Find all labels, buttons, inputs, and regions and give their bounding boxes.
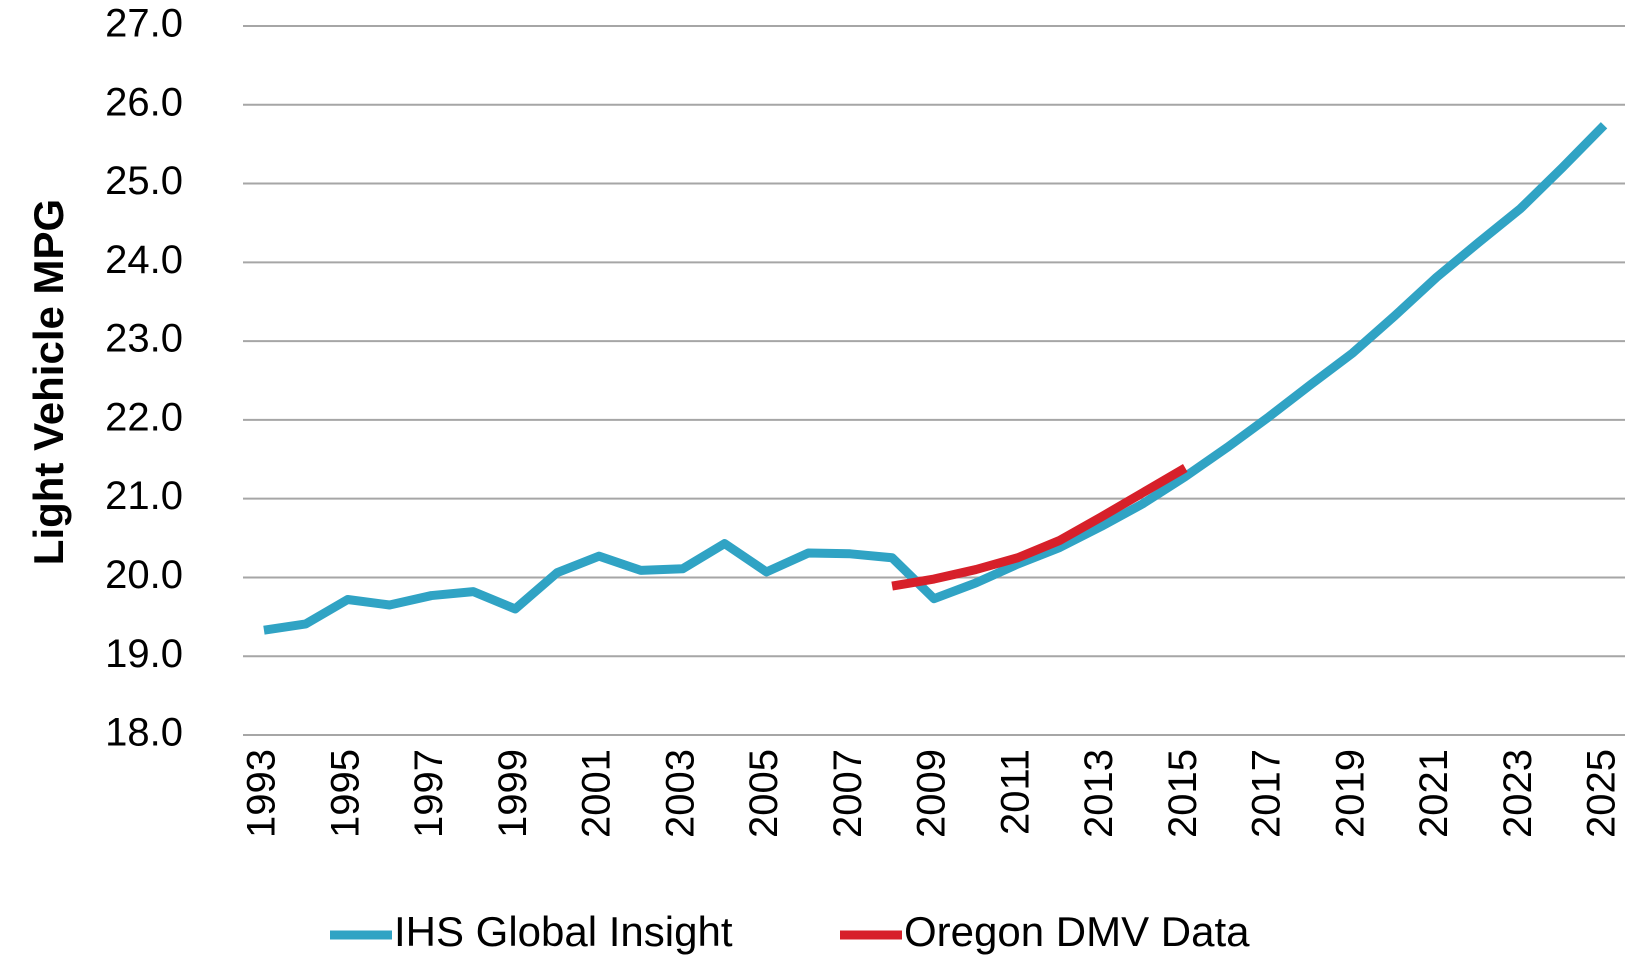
x-tick-label: 2015 [1161, 749, 1205, 838]
x-tick-label: 1999 [491, 749, 535, 838]
y-tick-label: 19.0 [105, 632, 183, 676]
x-tick-label: 2025 [1580, 749, 1624, 838]
x-tick-label: 2019 [1328, 749, 1372, 838]
x-tick-label: 2009 [910, 749, 954, 838]
legend-label: Oregon DMV Data [904, 908, 1250, 955]
y-tick-label: 24.0 [105, 238, 183, 282]
series-line [891, 464, 1188, 591]
x-tick-label: 2017 [1245, 749, 1289, 838]
x-tick-label: 2023 [1496, 749, 1540, 838]
x-tick-label: 1995 [323, 749, 367, 838]
y-axis-label: Light Vehicle MPG [25, 199, 72, 565]
y-tick-label: 25.0 [105, 159, 183, 203]
x-tick-label: 2013 [1077, 749, 1121, 838]
y-tick-label: 22.0 [105, 395, 183, 439]
x-tick-label: 1993 [240, 749, 284, 838]
x-tick-label: 2005 [742, 749, 786, 838]
y-tick-label: 26.0 [105, 80, 183, 124]
y-tick-label: 27.0 [105, 2, 183, 46]
y-tick-label: 21.0 [105, 474, 183, 518]
series-line [263, 122, 1608, 635]
x-tick-label: 1997 [407, 749, 451, 838]
x-tick-label: 2011 [993, 749, 1037, 835]
x-tick-label: 2007 [826, 749, 870, 838]
legend-label: IHS Global Insight [394, 908, 733, 955]
y-tick-label: 18.0 [105, 711, 183, 755]
x-tick-label: 2003 [658, 749, 702, 838]
x-tick-label: 2001 [575, 749, 619, 838]
x-tick-label: 2021 [1412, 749, 1456, 838]
y-tick-label: 20.0 [105, 553, 183, 597]
y-tick-label: 23.0 [105, 317, 183, 361]
